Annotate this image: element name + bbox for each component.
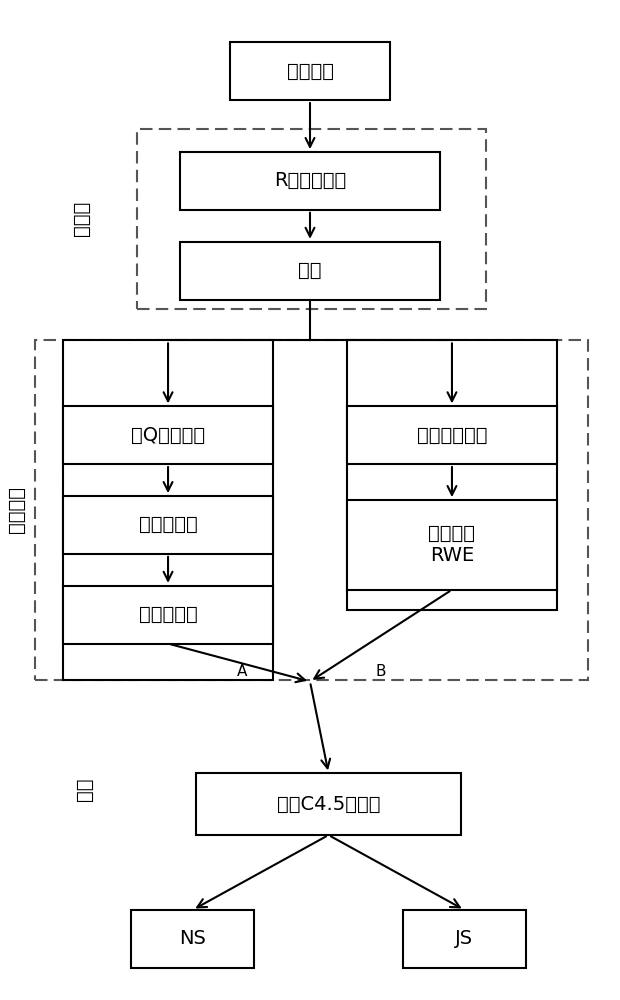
FancyBboxPatch shape bbox=[63, 586, 273, 644]
Text: B: B bbox=[376, 664, 386, 679]
Text: 分段: 分段 bbox=[298, 261, 322, 280]
Text: 心电数据: 心电数据 bbox=[286, 62, 334, 81]
FancyBboxPatch shape bbox=[63, 496, 273, 554]
FancyBboxPatch shape bbox=[402, 910, 526, 968]
FancyBboxPatch shape bbox=[347, 340, 557, 610]
FancyBboxPatch shape bbox=[230, 42, 390, 100]
Text: 主成分分析: 主成分分析 bbox=[139, 605, 197, 624]
FancyBboxPatch shape bbox=[347, 406, 557, 464]
Text: 平稳小波变换: 平稳小波变换 bbox=[417, 426, 487, 445]
Text: A: A bbox=[237, 664, 247, 679]
Text: 分类: 分类 bbox=[75, 777, 94, 801]
Text: R基准点检测: R基准点检测 bbox=[274, 171, 346, 190]
Text: 相对能量
RWE: 相对能量 RWE bbox=[428, 524, 476, 565]
FancyBboxPatch shape bbox=[63, 406, 273, 464]
FancyBboxPatch shape bbox=[180, 242, 440, 300]
Text: 预处理: 预处理 bbox=[72, 201, 91, 236]
FancyBboxPatch shape bbox=[180, 152, 440, 210]
FancyBboxPatch shape bbox=[196, 773, 461, 835]
FancyBboxPatch shape bbox=[131, 910, 254, 968]
FancyBboxPatch shape bbox=[347, 500, 557, 590]
Text: NS: NS bbox=[179, 929, 206, 948]
Text: 调Q小波变换: 调Q小波变换 bbox=[131, 426, 205, 445]
Text: 集成C4.5决策树: 集成C4.5决策树 bbox=[277, 795, 380, 814]
Text: 高阶累积量: 高阶累积量 bbox=[139, 515, 197, 534]
Text: 特征提取: 特征提取 bbox=[7, 486, 26, 533]
Text: JS: JS bbox=[455, 929, 473, 948]
FancyBboxPatch shape bbox=[63, 340, 273, 680]
